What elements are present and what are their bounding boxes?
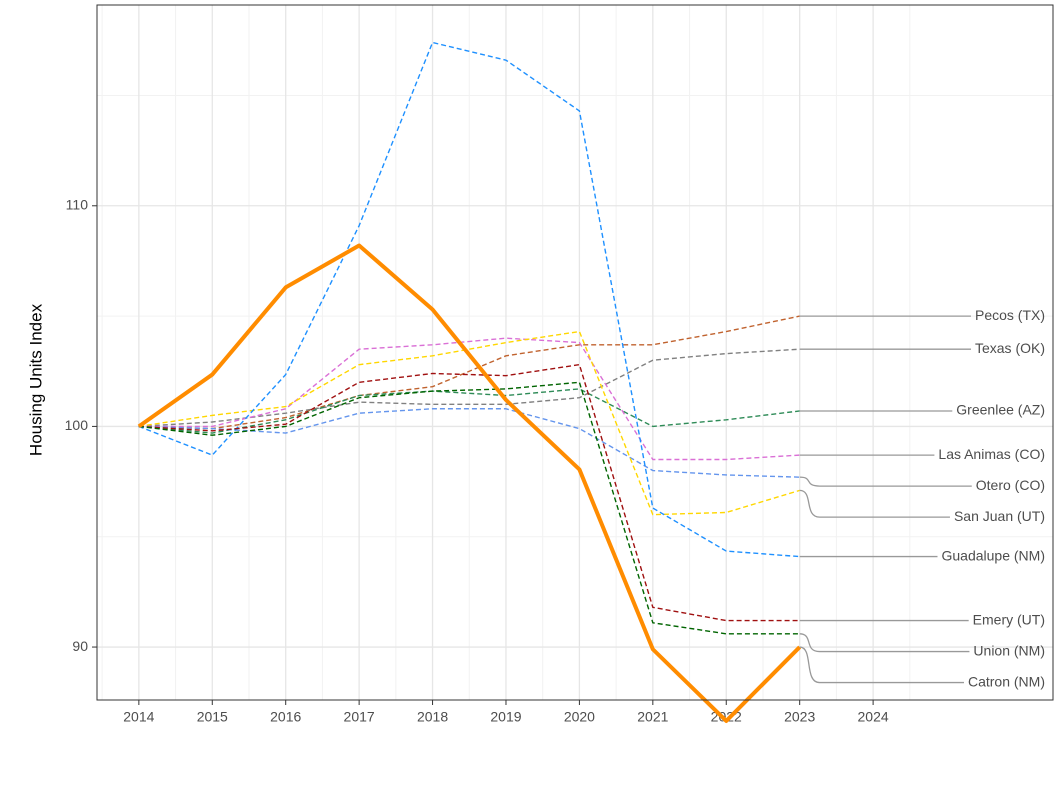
y-tick-label: 90 bbox=[72, 638, 88, 654]
label-leader bbox=[799, 489, 950, 518]
series-label: Greenlee (AZ) bbox=[956, 402, 1045, 418]
x-tick-label: 2021 bbox=[637, 709, 668, 725]
plot-border bbox=[96, 4, 1054, 701]
y-tick-label: 110 bbox=[66, 196, 89, 212]
series-label: Guadalupe (NM) bbox=[942, 547, 1046, 563]
series-line bbox=[138, 337, 800, 461]
series-line bbox=[138, 388, 800, 434]
x-tick-label: 2015 bbox=[197, 709, 228, 725]
series-line bbox=[138, 381, 800, 635]
series-label: Emery (UT) bbox=[973, 611, 1045, 627]
series-label: Otero (CO) bbox=[976, 477, 1045, 493]
x-tick-label: 2018 bbox=[417, 709, 448, 725]
x-tick-label: 2024 bbox=[858, 709, 889, 725]
series-line bbox=[138, 41, 800, 558]
x-tick-label: 2014 bbox=[123, 709, 154, 725]
label-leader bbox=[799, 646, 964, 684]
label-leader bbox=[799, 633, 970, 653]
x-tick-label: 2019 bbox=[490, 709, 521, 725]
plot-background bbox=[97, 5, 1053, 700]
x-tick-label: 2023 bbox=[784, 709, 815, 725]
series-line bbox=[138, 315, 800, 430]
series-line bbox=[138, 348, 800, 428]
series-line bbox=[138, 363, 800, 622]
x-tick-label: 2020 bbox=[564, 709, 595, 725]
x-tick-label: 2017 bbox=[344, 709, 375, 725]
series-label: Las Animas (CO) bbox=[938, 446, 1045, 462]
series-line bbox=[137, 243, 802, 723]
series-label: Union (NM) bbox=[973, 642, 1045, 658]
series-label: San Juan (UT) bbox=[954, 508, 1045, 524]
series-label: Texas (OK) bbox=[975, 340, 1045, 356]
y-tick-label: 100 bbox=[65, 417, 89, 433]
label-leader bbox=[799, 476, 972, 487]
series-line bbox=[138, 330, 800, 516]
series-label: Catron (NM) bbox=[968, 673, 1045, 689]
x-tick-label: 2016 bbox=[270, 709, 301, 725]
y-axis-title: Housing Units Index bbox=[26, 303, 45, 456]
series-label: Pecos (TX) bbox=[975, 307, 1045, 323]
